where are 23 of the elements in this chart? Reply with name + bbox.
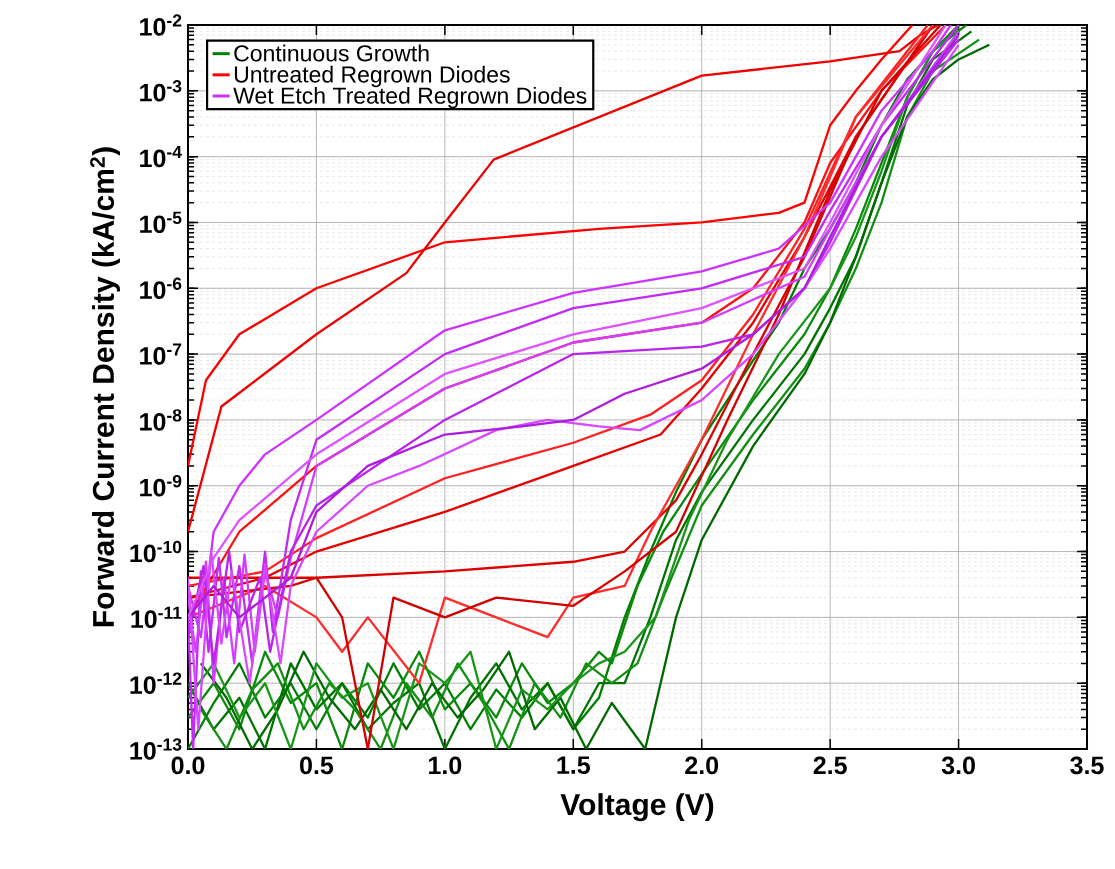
x-tick-label: 2.5 — [813, 756, 847, 775]
y-tick-label: 10$^{-8}$ — [140, 409, 182, 431]
x-tick-label: 0.5 — [300, 756, 334, 775]
y-tick-label: 10$^{-12}$ — [130, 672, 182, 694]
x-tick-label: 1.5 — [557, 756, 590, 774]
x-tick-label: 1.0 — [429, 756, 462, 775]
y-tick-label: 10$^{-3}$ — [140, 80, 182, 102]
legend-label: Continuous Growth — [234, 44, 429, 62]
y-tick-label: 10$^{-4}$ — [140, 145, 182, 168]
x-tick-label: 3.0 — [941, 756, 975, 775]
y-tick-label: 10$^{-10}$ — [130, 540, 182, 563]
y-tick-label: 10$^{-2}$ — [140, 14, 182, 36]
legend-label: Untreated Regrown Diodes — [234, 65, 510, 88]
legend-label: Wet Etch Treated Regrown Diodes — [233, 86, 587, 109]
y-tick-label: 10$^{-7}$ — [140, 343, 182, 365]
y-tick-label: 10$^{-9}$ — [140, 474, 182, 497]
x-tick-label: 3.5 — [1070, 756, 1104, 775]
x-tick-label: 2.0 — [685, 756, 719, 775]
y-tick-label: 10$^{-6}$ — [140, 277, 182, 300]
y-axis-title: Forward Current Density (kA/cm$^{2}$) — [90, 147, 120, 627]
x-axis-title: Voltage (V) — [560, 793, 714, 822]
y-tick-label: 10$^{-5}$ — [140, 211, 182, 234]
y-tick-label: 10$^{-11}$ — [131, 606, 182, 629]
